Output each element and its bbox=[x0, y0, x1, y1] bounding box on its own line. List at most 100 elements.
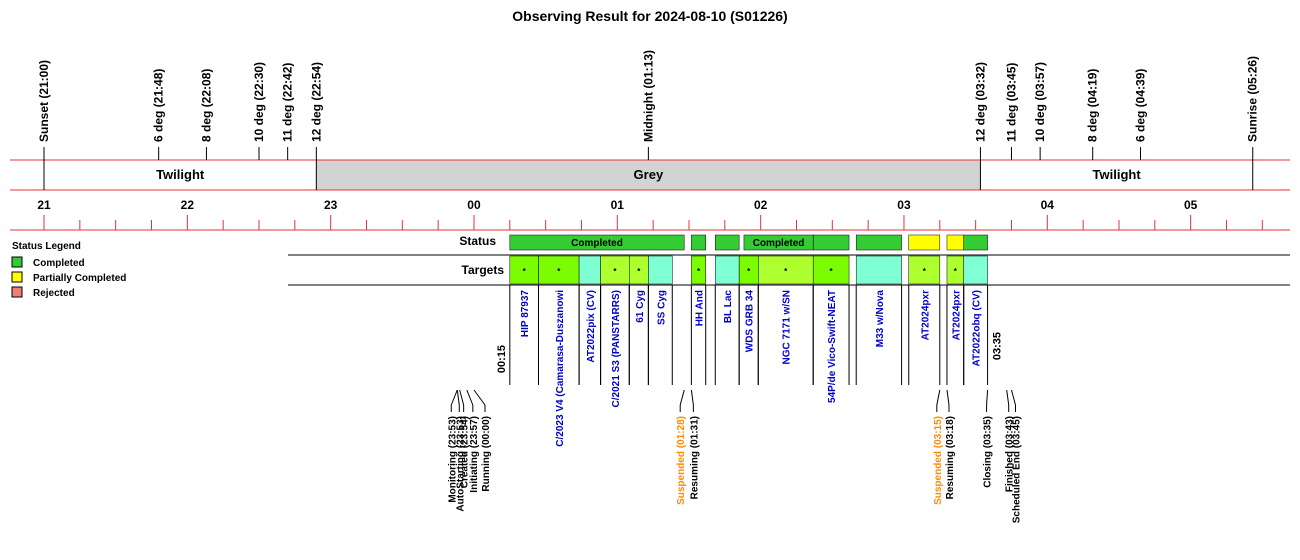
top-event-label: 8 deg (22:08) bbox=[199, 69, 213, 142]
legend-swatch bbox=[11, 286, 23, 298]
target-star: * bbox=[954, 267, 958, 276]
status-segment bbox=[946, 234, 964, 251]
band-label: Grey bbox=[634, 167, 664, 182]
hour-label: 21 bbox=[37, 198, 51, 212]
bottom-event-label: Resuming (01:31) bbox=[689, 416, 700, 499]
target-block bbox=[908, 255, 941, 285]
band-label: Twilight bbox=[1093, 167, 1142, 182]
target-block bbox=[578, 255, 601, 285]
target-block bbox=[715, 255, 740, 285]
bottom-event-label: Closing (03:35) bbox=[983, 416, 994, 488]
bottom-event-label: Created (23:54) bbox=[460, 416, 471, 488]
bottom-event-label: Monitoring (23:53) bbox=[447, 416, 458, 503]
target-block bbox=[509, 255, 539, 285]
bottom-event-label: Resuming (03:18) bbox=[945, 416, 956, 499]
top-event-label: 12 deg (22:54) bbox=[309, 62, 323, 142]
legend-swatch bbox=[11, 256, 23, 268]
target-star: * bbox=[747, 267, 751, 276]
status-segment bbox=[812, 234, 850, 251]
status-segment bbox=[509, 234, 685, 251]
run-end-label: 03:35 bbox=[992, 332, 1004, 360]
legend-label: Rejected bbox=[33, 288, 75, 299]
diagram-title: Observing Result for 2024-08-10 (S01226) bbox=[512, 8, 787, 24]
legend-label: Partially Completed bbox=[33, 273, 126, 284]
hour-label: 00 bbox=[467, 198, 481, 212]
bottom-event-label: Suspended (03:15) bbox=[933, 416, 944, 505]
target-star: * bbox=[613, 267, 617, 276]
targets-row-label: Targets bbox=[462, 263, 505, 277]
band-label: Twilight bbox=[156, 167, 205, 182]
top-event-label: 10 deg (22:30) bbox=[252, 62, 266, 142]
bottom-event-label: Running (00:00) bbox=[481, 416, 492, 492]
band-2 bbox=[980, 160, 1253, 190]
target-name: HIP 87937 bbox=[520, 290, 531, 338]
bottom-event-label: Suspended (01:28) bbox=[676, 416, 687, 505]
status-segment bbox=[691, 234, 706, 251]
target-name: C/2023 V4 (Camarasa-Duszanowi bbox=[555, 290, 566, 447]
run-start-label: 00:15 bbox=[496, 345, 508, 373]
target-star: * bbox=[523, 267, 527, 276]
status-row-label: Status bbox=[459, 234, 496, 248]
target-star: * bbox=[557, 267, 561, 276]
status-targets-rows: Status Targets Completed Completed * HIP 8793… bbox=[288, 234, 1290, 447]
top-event-label: 10 deg (03:57) bbox=[1033, 62, 1047, 142]
target-name: SS Cyg bbox=[656, 290, 667, 325]
status-segment bbox=[963, 234, 988, 251]
status-segment bbox=[908, 234, 941, 251]
status-segment-label: Completed bbox=[571, 238, 623, 249]
target-name: AT2024pxr bbox=[920, 290, 931, 341]
target-block bbox=[648, 255, 673, 285]
target-name: C/2021 S3 (PANSTARRS) bbox=[611, 290, 622, 407]
bottom-event-label: Initiating (23:57) bbox=[469, 416, 480, 493]
top-event-markers: Sunset (21:00) 6 deg (21:48) 8 deg (22:08)… bbox=[37, 50, 1260, 190]
bottom-event-line bbox=[450, 389, 458, 406]
hour-label: 02 bbox=[754, 198, 768, 212]
bottom-event-line bbox=[1010, 389, 1016, 406]
bottom-event-line bbox=[473, 389, 486, 406]
target-name: M33 w/Nova bbox=[875, 290, 886, 348]
hour-label: 03 bbox=[897, 198, 911, 212]
legend-label: Completed bbox=[33, 258, 85, 269]
target-star: * bbox=[923, 267, 927, 276]
target-star: * bbox=[697, 267, 701, 276]
top-event-label: 8 deg (04:19) bbox=[1086, 69, 1100, 142]
top-event-label: 11 deg (22:42) bbox=[281, 63, 295, 142]
top-event-label: 11 deg (03:45) bbox=[1004, 63, 1018, 142]
top-event-label: Sunset (21:00) bbox=[37, 60, 51, 142]
top-event-label: 6 deg (21:48) bbox=[152, 69, 166, 142]
target-block bbox=[963, 255, 988, 285]
hour-label: 04 bbox=[1041, 198, 1055, 212]
bottom-event-line bbox=[1006, 389, 1010, 406]
top-event-label: 6 deg (04:39) bbox=[1133, 69, 1147, 142]
bottom-event-label: AutoStarting (23:53) bbox=[455, 416, 466, 512]
bottom-event-line bbox=[986, 389, 989, 406]
target-name: 61 Cyg bbox=[635, 290, 646, 323]
target-block bbox=[691, 255, 706, 285]
hour-axis: 21 22 23 00 01 02 03 04 05 bbox=[37, 198, 1263, 230]
target-block bbox=[538, 255, 580, 285]
hour-label: 05 bbox=[1184, 198, 1198, 212]
bottom-event-line bbox=[690, 389, 694, 406]
bottom-event-line bbox=[936, 389, 941, 406]
target-name: AT2022pix (CV) bbox=[586, 290, 597, 363]
bottom-event-markers: Monitoring (23:53)AutoStarting (23:53)Cr… bbox=[447, 389, 1022, 523]
status-legend: Status Legend Completed Partially Complete… bbox=[11, 241, 126, 299]
bottom-event-line bbox=[946, 389, 950, 406]
legend-title: Status Legend bbox=[12, 241, 81, 252]
band-0 bbox=[44, 160, 317, 190]
status-segment-label: Completed bbox=[753, 238, 805, 249]
legend-swatch bbox=[11, 271, 23, 283]
twilight-bands: Twilight Grey Twilight bbox=[10, 159, 1290, 231]
target-name: WDS GRB 34 bbox=[745, 290, 756, 353]
status-segment bbox=[855, 234, 902, 251]
bottom-event-line bbox=[456, 389, 460, 406]
target-block bbox=[855, 255, 902, 285]
status-segment bbox=[715, 234, 740, 251]
target-star: * bbox=[637, 267, 641, 276]
target-star: * bbox=[830, 267, 834, 276]
bottom-event-label: Finished (03:43) bbox=[1005, 416, 1016, 492]
target-star: * bbox=[784, 267, 788, 276]
target-name: 54P/de Vico-Swift-NEAT bbox=[827, 290, 838, 403]
target-block bbox=[600, 255, 630, 285]
